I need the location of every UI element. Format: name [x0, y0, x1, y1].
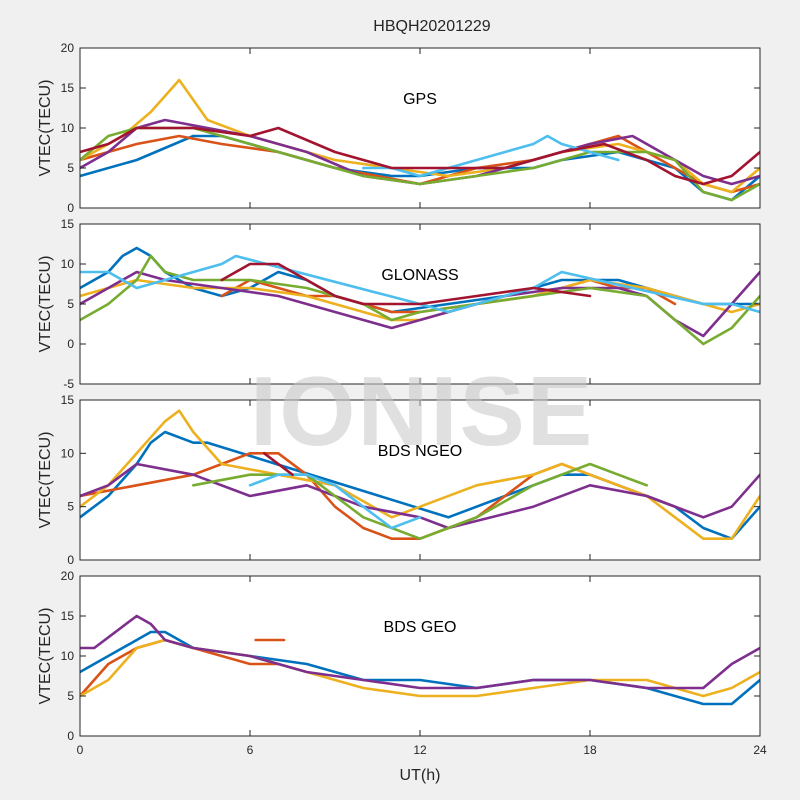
panel-label: GLONASS [381, 267, 458, 284]
y-tick-label: 20 [61, 41, 75, 55]
series-line-3 [80, 409, 760, 540]
panels: 0 5 10 15 20 VTEC(TECU) GPS -5 0 5 10 15 VTEC(TECU) G… [37, 41, 767, 757]
panel-bds-ngeo: 0 5 10 15 VTEC(TECU) BDS NGEO [37, 393, 761, 567]
y-tick-label: 0 [67, 553, 74, 567]
y-axis-label: VTEC(TECU) [37, 80, 54, 177]
y-tick-label: 0 [67, 337, 74, 351]
y-tick-label: 20 [61, 569, 75, 583]
series-line-7 [80, 126, 760, 186]
y-tick-label: 15 [61, 393, 75, 407]
y-tick-label: 15 [61, 609, 75, 623]
plot-area [80, 576, 760, 736]
x-tick-label: 24 [753, 743, 767, 757]
panel-gps: 0 5 10 15 20 VTEC(TECU) GPS [37, 41, 761, 215]
x-tick-label: 12 [413, 743, 427, 757]
series-line-1 [80, 630, 760, 706]
y-tick-label: 0 [67, 729, 74, 743]
y-axis-label: VTEC(TECU) [37, 256, 54, 353]
panel-bds-geo: 0 5 10 15 20 0 6 12 18 24 VTEC(TECU) BDS GEO [37, 569, 767, 757]
series-group [80, 409, 760, 540]
series-line-6 [248, 473, 422, 530]
y-axis-label: VTEC(TECU) [37, 432, 54, 529]
panel-label: BDS NGEO [378, 443, 462, 460]
series-line-6 [362, 134, 620, 178]
x-tick-label: 6 [247, 743, 254, 757]
y-tick-label: -5 [63, 377, 74, 391]
y-tick-label: 5 [67, 689, 74, 703]
x-tick-label: 0 [77, 743, 84, 757]
series-group [80, 246, 760, 346]
x-tick-label: 18 [583, 743, 597, 757]
y-tick-label: 15 [61, 81, 75, 95]
x-axis-label: UT(h) [400, 767, 441, 784]
plot-area [80, 400, 760, 560]
series-line-4 [80, 614, 760, 690]
series-line-7 [220, 262, 592, 306]
series-group [80, 78, 760, 202]
series-line-6 [80, 254, 760, 314]
y-tick-label: 10 [61, 649, 75, 663]
panel-label: BDS GEO [384, 619, 457, 636]
panel-glonass: -5 0 5 10 15 VTEC(TECU) GLONASS [37, 217, 761, 391]
figure-title: HBQH20201229 [373, 18, 491, 35]
y-tick-label: 15 [61, 217, 75, 231]
y-tick-label: 5 [67, 297, 74, 311]
y-tick-label: 10 [61, 121, 75, 135]
y-axis-label: VTEC(TECU) [37, 608, 54, 705]
y-tick-label: 10 [61, 257, 75, 271]
series-line-7 [262, 452, 294, 476]
y-tick-label: 5 [67, 161, 74, 175]
series-line-5 [80, 254, 760, 346]
y-tick-label: 0 [67, 201, 74, 215]
y-tick-label: 5 [67, 500, 74, 514]
panel-label: GPS [403, 91, 437, 108]
y-tick-label: 10 [61, 446, 75, 460]
series-group [80, 614, 760, 706]
